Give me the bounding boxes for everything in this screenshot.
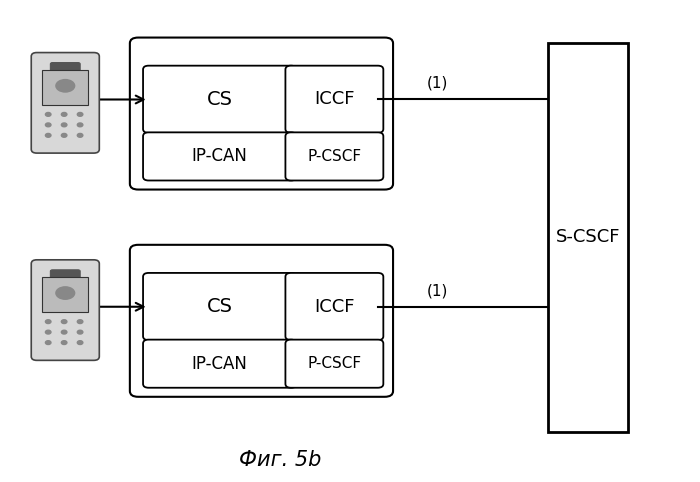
Circle shape [77,320,83,323]
Text: (1): (1) [426,76,448,91]
FancyBboxPatch shape [286,273,384,340]
Circle shape [46,341,51,345]
Circle shape [62,330,67,334]
Text: Фиг. 5b: Фиг. 5b [239,450,322,470]
Circle shape [46,123,51,127]
Circle shape [62,123,67,127]
FancyBboxPatch shape [143,133,297,180]
Circle shape [46,112,51,116]
FancyBboxPatch shape [130,245,393,397]
FancyBboxPatch shape [286,66,384,133]
Circle shape [77,123,83,127]
Text: P-CSCF: P-CSCF [307,356,361,371]
FancyBboxPatch shape [143,66,297,133]
FancyBboxPatch shape [286,340,384,388]
FancyBboxPatch shape [50,270,80,279]
Circle shape [62,320,67,323]
Circle shape [77,134,83,137]
Bar [548,43,628,431]
Circle shape [77,112,83,116]
Text: ICCF: ICCF [314,90,355,108]
FancyBboxPatch shape [50,63,80,71]
Text: CS: CS [206,90,233,109]
Text: IP-CAN: IP-CAN [192,147,248,165]
Circle shape [55,79,76,93]
Bar [43,70,88,105]
Circle shape [46,330,51,334]
Circle shape [46,320,51,323]
Text: IP-CAN: IP-CAN [192,355,248,373]
Circle shape [55,286,76,300]
Circle shape [77,341,83,345]
FancyBboxPatch shape [143,340,297,388]
FancyBboxPatch shape [286,133,384,180]
Text: (1): (1) [426,283,448,298]
Bar [43,277,88,312]
Text: P-CSCF: P-CSCF [307,149,361,164]
Text: ICCF: ICCF [314,297,355,316]
FancyBboxPatch shape [130,38,393,189]
Text: S-CSCF: S-CSCF [556,228,620,246]
FancyBboxPatch shape [32,260,99,361]
Text: CS: CS [206,297,233,316]
Circle shape [62,341,67,345]
FancyBboxPatch shape [32,53,99,153]
Circle shape [77,330,83,334]
Circle shape [46,134,51,137]
FancyBboxPatch shape [143,273,297,340]
Circle shape [62,134,67,137]
Circle shape [62,112,67,116]
